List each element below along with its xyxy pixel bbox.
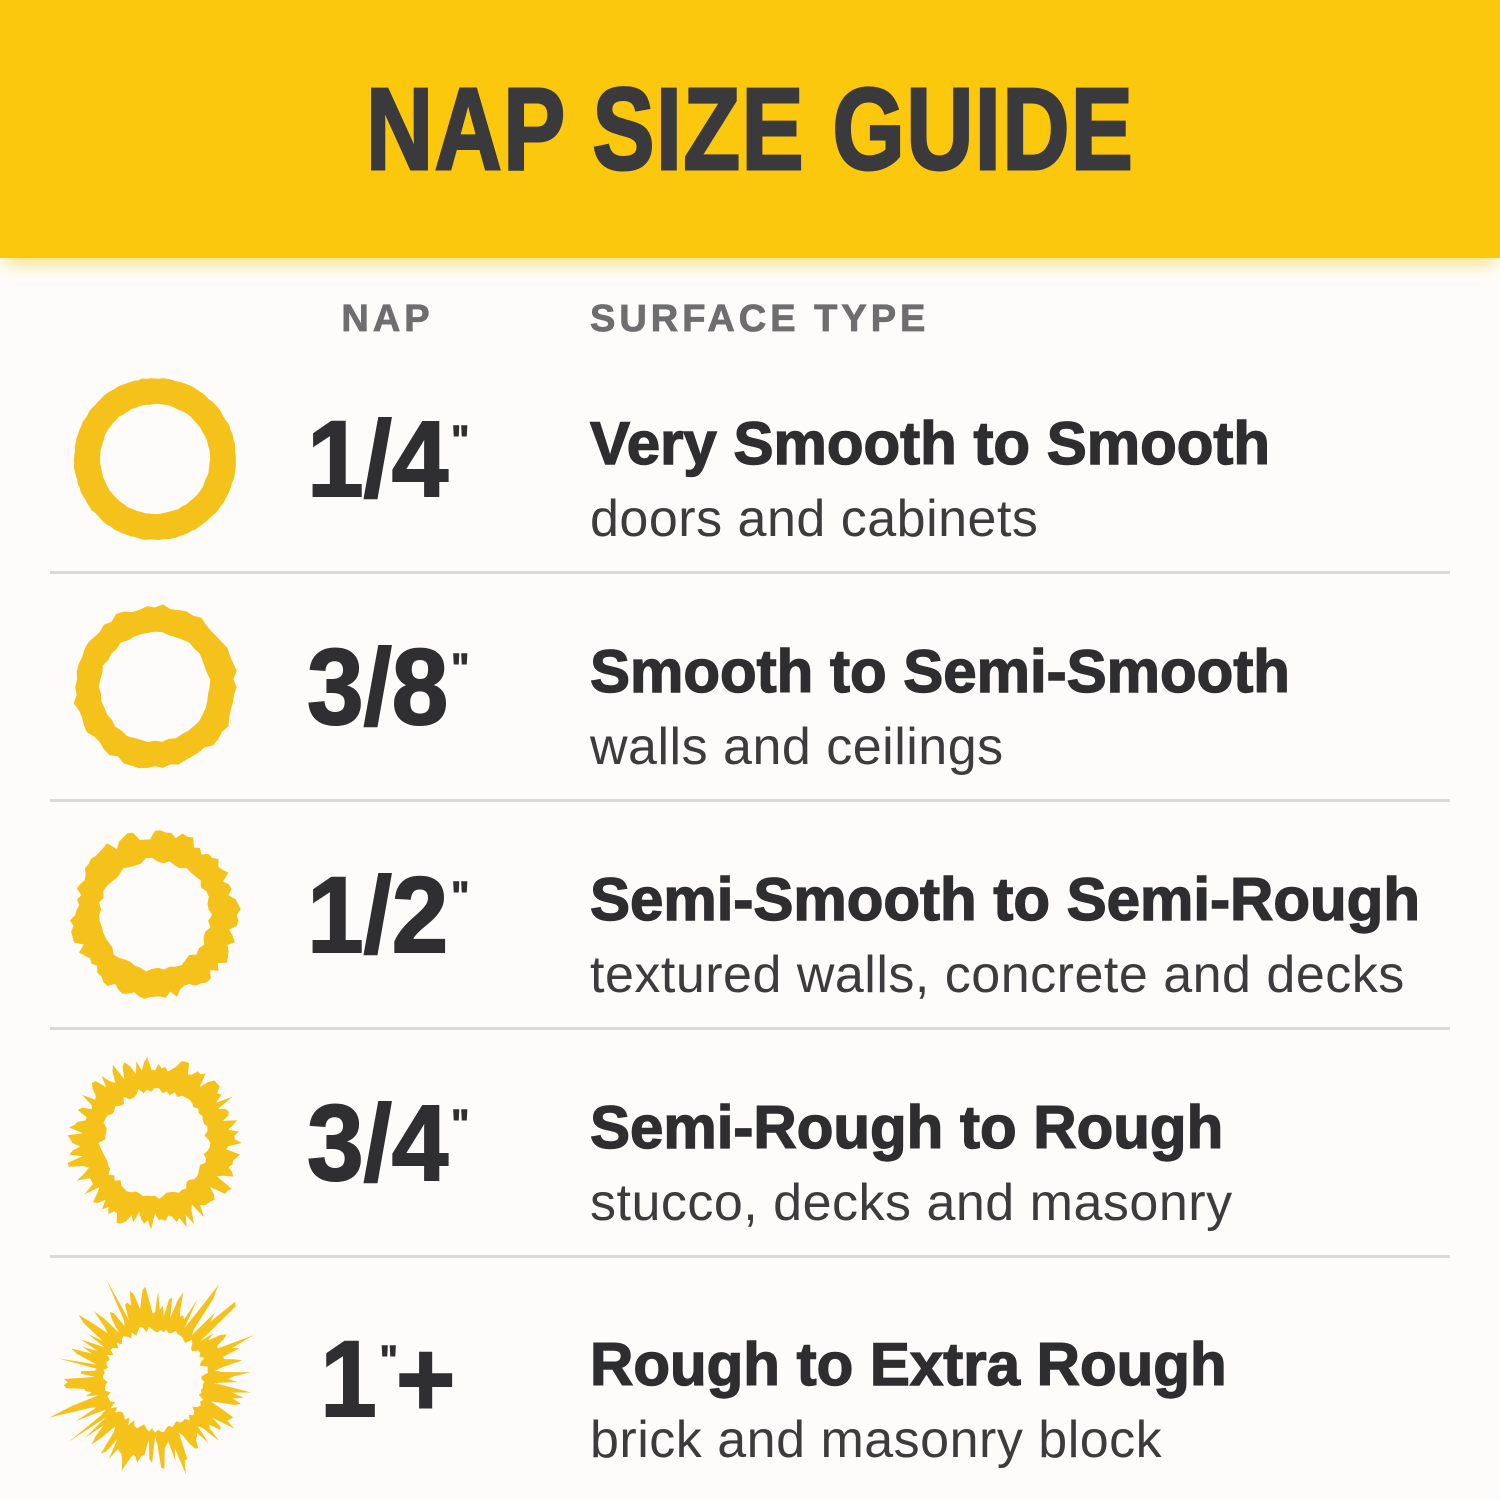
surface-type-title: Very Smooth to Smooth bbox=[589, 410, 1271, 478]
nap-size-cell: 1/4" bbox=[280, 397, 495, 519]
nap-size-label: 3/8" bbox=[306, 625, 470, 747]
surface-type-block: Smooth to Semi-Smooth walls and ceilings bbox=[589, 638, 1290, 777]
surface-type-block: Semi-Rough to Rough stucco, decks and ma… bbox=[589, 1094, 1233, 1233]
surface-type-title: Smooth to Semi-Smooth bbox=[589, 638, 1290, 706]
column-header-surface-type: SURFACE TYPE bbox=[590, 298, 930, 340]
roller-nap-ring-smooth-icon bbox=[50, 354, 260, 564]
table-row-half-inch: 1/2" Semi-Smooth to Semi-Rough textured … bbox=[50, 802, 1450, 1030]
nap-size-label: 1/4" bbox=[306, 397, 470, 519]
nap-icon-cell bbox=[50, 1274, 280, 1484]
surface-type-cell: Semi-Smooth to Semi-Rough textured walls… bbox=[495, 848, 1450, 1002]
nap-icon-cell bbox=[50, 582, 280, 792]
roller-nap-ring-semi-smooth-icon bbox=[50, 582, 260, 792]
surface-type-block: Semi-Smooth to Semi-Rough textured walls… bbox=[589, 866, 1420, 1005]
page-title: NAP SIZE GUIDE bbox=[365, 64, 1135, 194]
surface-type-cell: Smooth to Semi-Smooth walls and ceilings bbox=[495, 620, 1450, 774]
inch-mark: " bbox=[451, 416, 470, 463]
surface-type-description: brick and masonry block bbox=[590, 1410, 1163, 1469]
inch-mark: " bbox=[451, 644, 470, 691]
roller-nap-ring-extra-rough-icon bbox=[50, 1274, 260, 1484]
roller-nap-ring-rough-icon bbox=[50, 1038, 260, 1248]
plus-suffix: + bbox=[395, 1318, 456, 1439]
surface-type-description: stucco, decks and masonry bbox=[590, 1174, 1233, 1233]
inch-mark: " bbox=[451, 1100, 470, 1147]
surface-type-description: textured walls, concrete and decks bbox=[590, 946, 1405, 1005]
surface-type-title: Semi-Smooth to Semi-Rough bbox=[589, 866, 1420, 934]
column-header-nap: NAP bbox=[341, 298, 434, 340]
inch-mark: " bbox=[379, 1337, 398, 1384]
nap-size-cell: 3/4" bbox=[280, 1081, 495, 1203]
surface-type-cell: Very Smooth to Smooth doors and cabinets bbox=[495, 392, 1450, 546]
nap-icon-cell bbox=[50, 1038, 280, 1248]
surface-type-cell: Semi-Rough to Rough stucco, decks and ma… bbox=[495, 1076, 1450, 1230]
nap-icon-cell bbox=[50, 810, 280, 1020]
table-row-three-eighths-inch: 3/8" Smooth to Semi-Smooth walls and cei… bbox=[50, 574, 1450, 802]
surface-type-title: Rough to Extra Rough bbox=[589, 1330, 1227, 1398]
roller-nap-ring-semi-rough-icon bbox=[50, 810, 260, 1020]
surface-type-block: Very Smooth to Smooth doors and cabinets bbox=[589, 410, 1271, 549]
nap-icon-cell bbox=[50, 354, 280, 564]
table-row-one-inch-plus: 1"+ Rough to Extra Rough brick and mason… bbox=[50, 1258, 1450, 1500]
surface-type-description: doors and cabinets bbox=[590, 490, 1039, 549]
surface-type-cell: Rough to Extra Rough brick and masonry b… bbox=[495, 1313, 1450, 1467]
table-row-three-quarters-inch: 3/4" Semi-Rough to Rough stucco, decks a… bbox=[50, 1030, 1450, 1258]
inch-mark: " bbox=[451, 872, 470, 919]
nap-size-label: 1/2" bbox=[306, 853, 470, 975]
column-headers: NAP SURFACE TYPE bbox=[50, 258, 1450, 346]
nap-size-label: 1"+ bbox=[319, 1318, 456, 1439]
surface-type-title: Semi-Rough to Rough bbox=[589, 1094, 1224, 1162]
guide-table: NAP SURFACE TYPE 1/4" Very Smooth to Smo… bbox=[50, 258, 1450, 1500]
surface-type-description: walls and ceilings bbox=[590, 718, 1004, 777]
table-row-quarter-inch: 1/4" Very Smooth to Smooth doors and cab… bbox=[50, 346, 1450, 574]
nap-size-cell: 3/8" bbox=[280, 625, 495, 747]
nap-size-cell: 1/2" bbox=[280, 853, 495, 975]
header-banner: NAP SIZE GUIDE bbox=[0, 0, 1500, 258]
surface-type-block: Rough to Extra Rough brick and masonry b… bbox=[589, 1330, 1227, 1469]
nap-size-cell: 1"+ bbox=[280, 1318, 495, 1439]
nap-size-label: 3/4" bbox=[306, 1081, 470, 1203]
